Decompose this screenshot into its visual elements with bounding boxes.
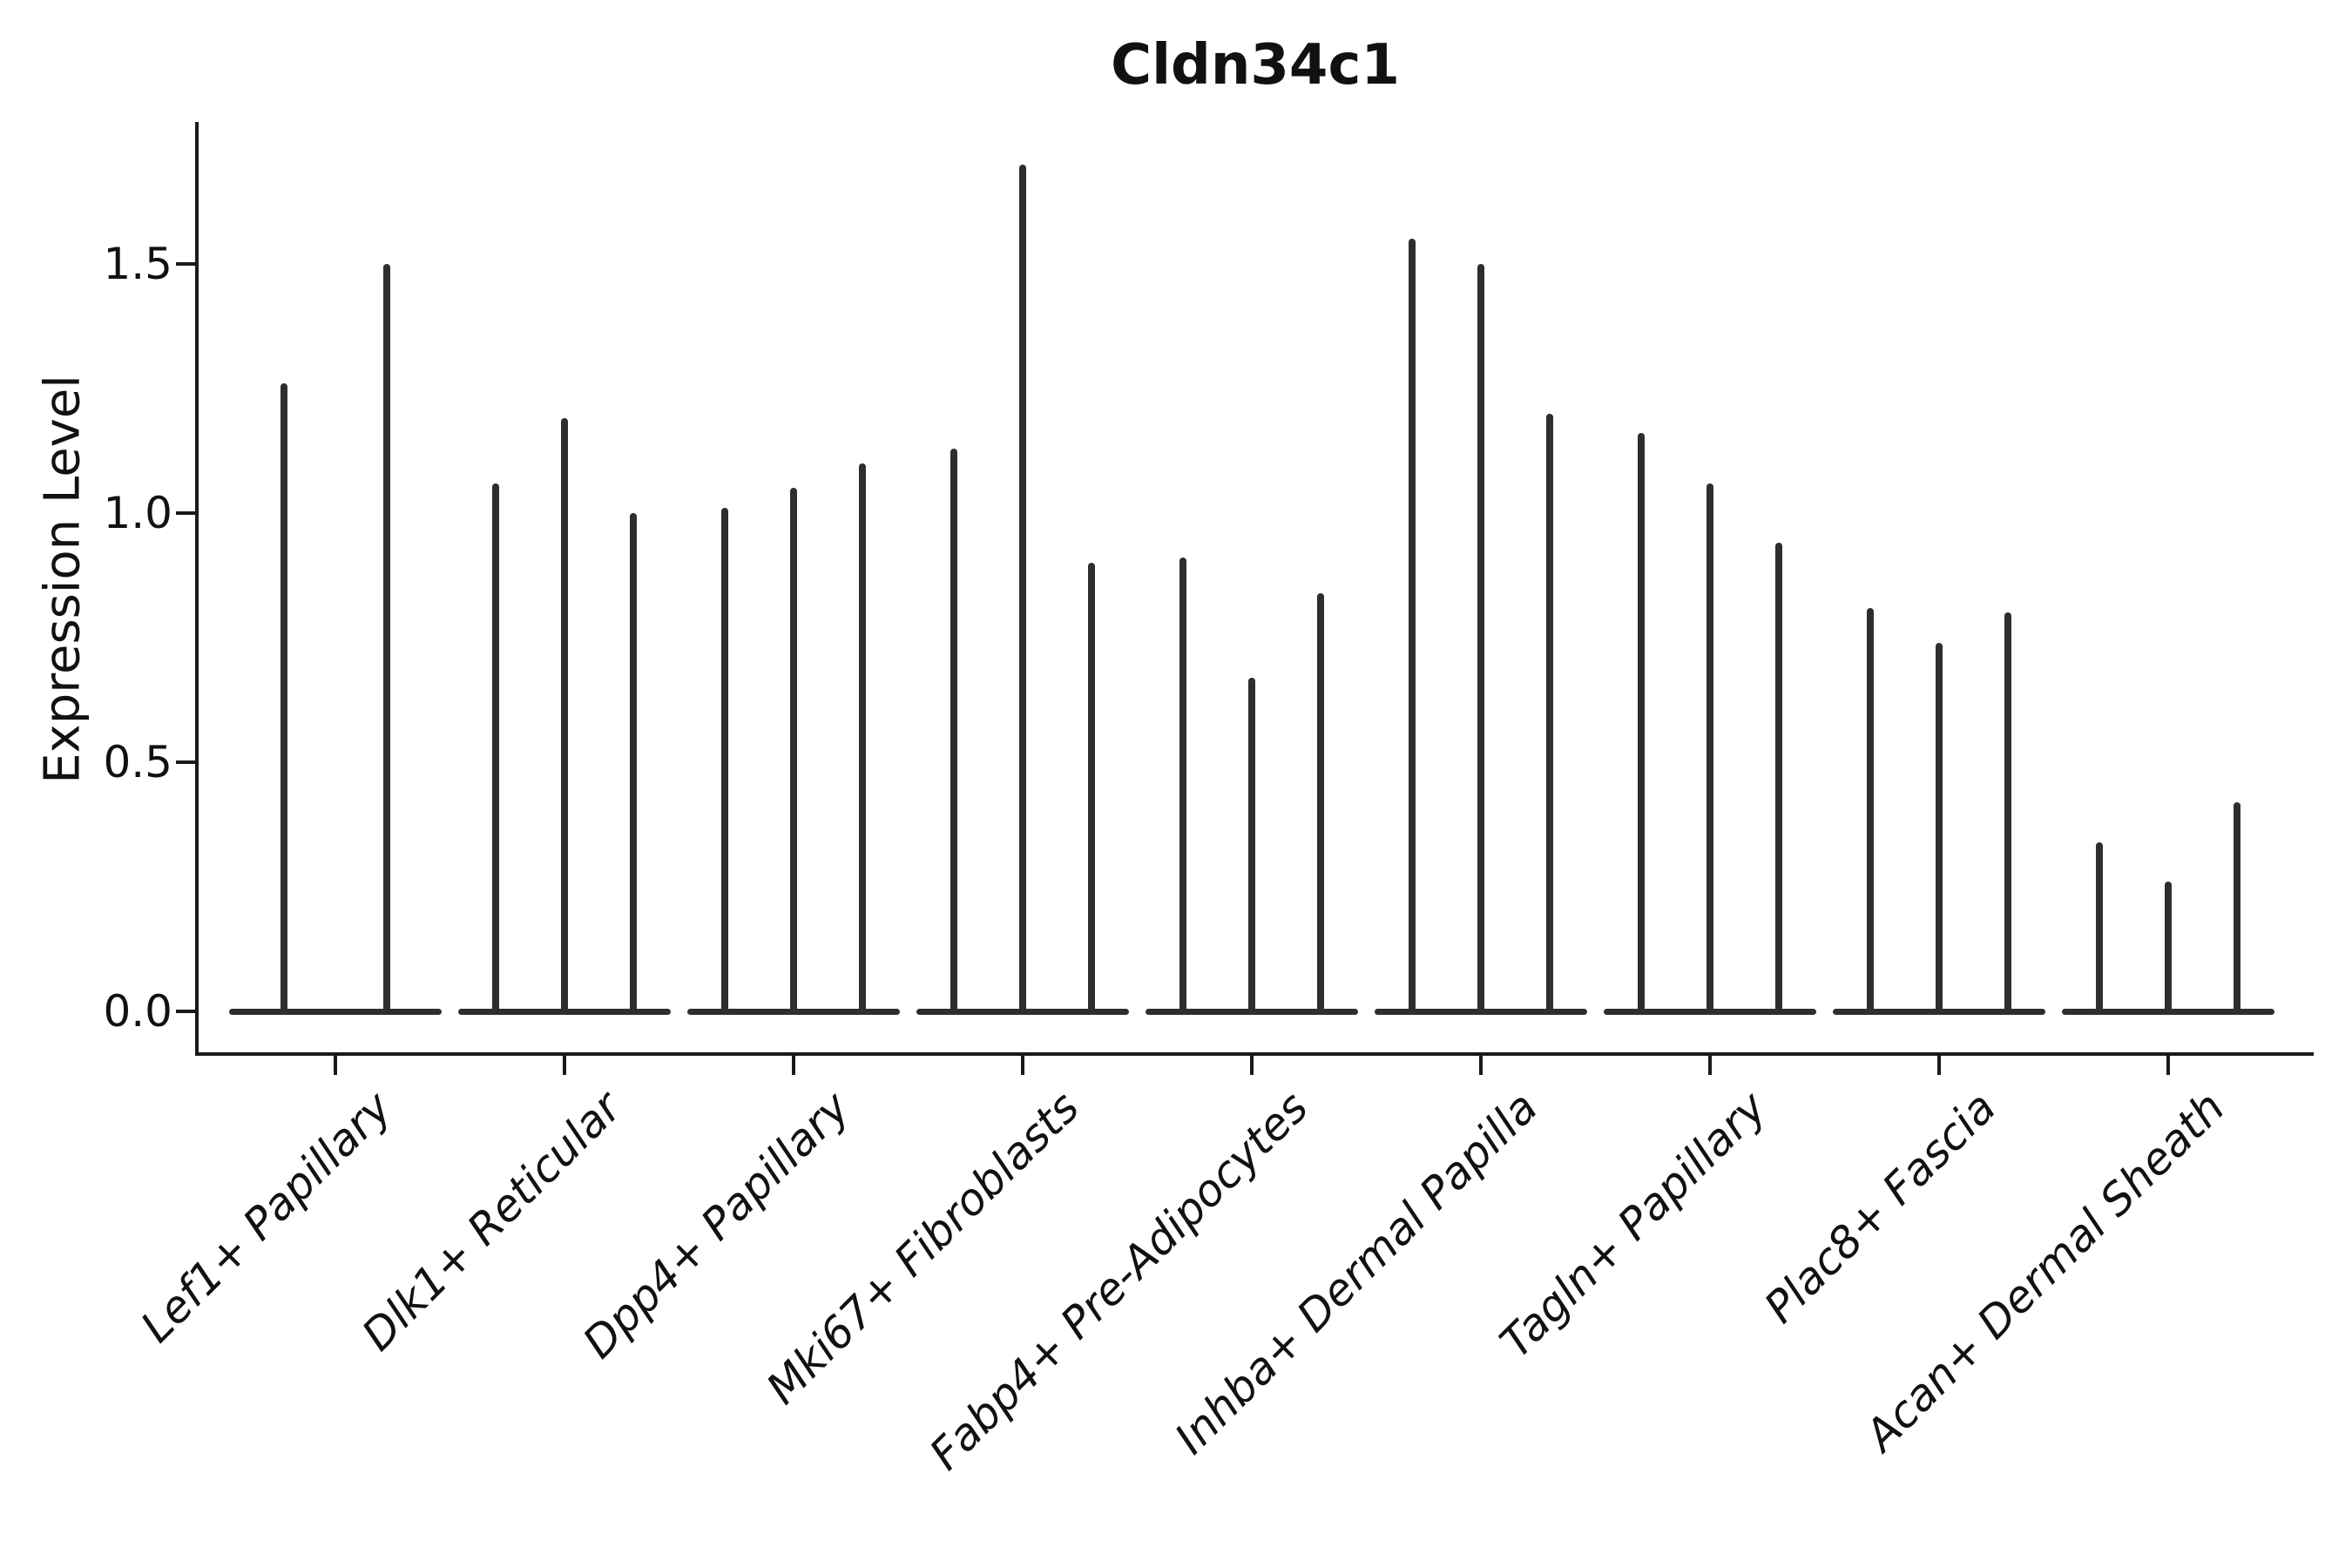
violin-spike — [561, 418, 568, 1014]
x-tick-mark — [1708, 1056, 1712, 1075]
y-tick-mark — [176, 511, 195, 515]
violin-spike — [1936, 642, 1943, 1014]
y-tick-label: 0.5 — [103, 737, 172, 787]
x-tick-mark — [334, 1056, 337, 1075]
violin-spike — [2004, 612, 2011, 1014]
violin-spike — [1707, 483, 1713, 1014]
y-tick-mark — [176, 1010, 195, 1013]
violin-spike — [1019, 164, 1026, 1014]
violin-spike — [1638, 433, 1646, 1014]
x-tick-mark — [792, 1056, 795, 1075]
violin-spike — [280, 383, 287, 1014]
violin-spike — [383, 264, 391, 1014]
x-tick-label: Lef1+ Papillary — [131, 1082, 402, 1353]
x-tick-mark — [563, 1056, 566, 1075]
x-tick-label: Fabp4+ Pre-Adipocytes — [920, 1082, 1319, 1480]
violin-spike — [1316, 592, 1324, 1014]
violin-spike — [2165, 882, 2172, 1014]
violin-spike — [1477, 264, 1484, 1014]
violin-spike — [629, 513, 637, 1014]
violin-spike — [1774, 543, 1782, 1014]
violin-spike — [2233, 801, 2240, 1014]
x-tick-label: Inhba+ Dermal Papilla — [1165, 1082, 1548, 1464]
violin-spike — [492, 483, 500, 1014]
x-axis-spine — [195, 1052, 2314, 1056]
x-tick-mark — [1479, 1056, 1483, 1075]
x-tick-label: Plac8+ Fascia — [1754, 1082, 2006, 1333]
violin-spike — [1179, 558, 1187, 1014]
violin-spike — [1087, 563, 1095, 1014]
chart-title: Cldn34c1 — [1111, 33, 1400, 98]
y-tick-label: 1.5 — [103, 239, 172, 289]
violin-spike — [1409, 239, 1416, 1014]
violin-spike — [721, 508, 729, 1014]
x-tick-mark — [1021, 1056, 1024, 1075]
y-tick-mark — [176, 262, 195, 266]
violin-spike — [1545, 413, 1553, 1014]
y-tick-label: 1.0 — [103, 488, 172, 538]
violin-spike — [2096, 841, 2104, 1014]
violin-spike — [950, 448, 958, 1014]
x-tick-mark — [2166, 1056, 2170, 1075]
y-tick-mark — [176, 760, 195, 764]
violin-spike — [790, 488, 797, 1014]
x-tick-mark — [1250, 1056, 1254, 1075]
x-tick-mark — [1937, 1056, 1941, 1075]
violin-spike — [858, 463, 866, 1014]
violin-base — [229, 1008, 442, 1015]
violin-spike — [1248, 677, 1255, 1014]
y-tick-label: 0.0 — [103, 986, 172, 1037]
y-axis-label: Expression Level — [34, 375, 91, 784]
y-axis-spine — [195, 122, 199, 1056]
violin-spike — [1867, 607, 1875, 1014]
